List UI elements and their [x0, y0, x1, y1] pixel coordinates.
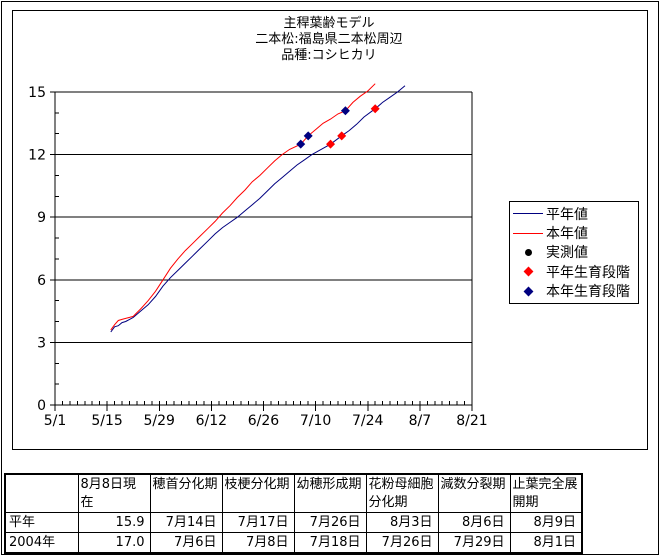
table-cell: 7月6日	[149, 532, 223, 554]
legend-dot-icon	[510, 248, 546, 256]
table-header-cell: 8月8日現在	[77, 473, 151, 513]
x-tick-label: 5/15	[91, 413, 122, 429]
chart-title: 主稈葉齢モデル 二本松:福島県二本松周辺 品種:コシヒカリ	[12, 16, 646, 64]
marker-平年生育段階	[326, 139, 336, 149]
y-tick-label: 15	[28, 85, 46, 101]
table-row: 2004年 17.0 7月6日 7月8日 7月18日 7月26日 7月29日 8月1日	[4, 532, 583, 554]
table-cell: 7月17日	[221, 512, 295, 533]
legend-label: 実測値	[546, 245, 588, 262]
table-cell: 7月8日	[221, 532, 295, 554]
y-tick-label: 9	[37, 210, 46, 226]
x-tick-label: 6/26	[248, 413, 280, 429]
table-header-cell: 幼穂形成期	[293, 473, 367, 513]
legend-line-icon	[510, 232, 546, 234]
x-tick-label: 8/21	[456, 413, 487, 429]
marker-本年生育段階	[303, 131, 313, 141]
table-cell: 7月26日	[365, 532, 439, 554]
y-tick-label: 0	[37, 398, 46, 414]
chart-title-line1: 主稈葉齢モデル	[283, 16, 375, 31]
series-line-平年値	[110, 85, 406, 333]
y-tick-label: 6	[37, 273, 46, 289]
x-tick-label: 5/1	[44, 413, 67, 429]
legend-item: 平年値	[510, 204, 638, 223]
table-row-label: 平年	[4, 512, 79, 533]
table-header-cell: 枝梗分化期	[221, 473, 295, 513]
marker-平年生育段階	[370, 104, 380, 114]
table-cell: 8月3日	[365, 512, 439, 533]
table-row-label: 2004年	[4, 532, 79, 554]
legend-item: 本年生育段階	[510, 282, 638, 301]
x-tick-label: 7/10	[300, 413, 331, 429]
y-tick-label: 3	[37, 335, 46, 351]
x-tick-label: 7/24	[352, 413, 384, 429]
growth-stage-table: 8月8日現在 穂首分化期 枝梗分化期 幼穂形成期 花粉母細胞分化期 減数分裂期 止葉完全展開…	[4, 473, 583, 554]
table-header-cell: 止葉完全展開期	[509, 473, 583, 513]
table-cell: 8月6日	[437, 512, 511, 533]
plot-area: 0 3 6 9 12 15 5/1 5/15 5/29 6/12 6/26 7/10 7/24 8/7 8/…	[28, 83, 488, 429]
table-cell: 15.9	[77, 512, 151, 533]
legend-item: 本年値	[510, 224, 638, 243]
legend-label: 本年生育段階	[546, 284, 630, 301]
legend-diamond-icon	[510, 286, 546, 297]
table-cell: 7月29日	[437, 532, 511, 554]
table-cell: 7月26日	[293, 512, 367, 533]
legend-label: 本年値	[546, 226, 588, 243]
legend-label: 平年値	[546, 206, 588, 223]
legend-line-icon	[510, 213, 546, 215]
marker-平年生育段階	[337, 131, 347, 141]
legend-item: 平年生育段階	[510, 262, 638, 281]
table-header-cell: 穂首分化期	[149, 473, 223, 513]
table-header-cell	[4, 473, 79, 513]
table-row: 平年 15.9 7月14日 7月17日 7月26日 8月3日 8月6日 8月9日	[4, 512, 583, 533]
x-tick-label: 8/7	[409, 413, 432, 429]
y-tick-label: 12	[28, 148, 46, 164]
chart-title-line2: 二本松:福島県二本松周辺	[255, 32, 403, 47]
table-header-cell: 花粉母細胞分化期	[365, 473, 439, 513]
table-cell: 8月1日	[509, 532, 583, 554]
marker-本年生育段階	[296, 139, 306, 149]
table-cell: 7月14日	[149, 512, 223, 533]
legend-label: 平年生育段階	[546, 264, 630, 281]
chart-title-line3: 品種:コシヒカリ	[281, 48, 377, 63]
legend-diamond-icon	[510, 266, 546, 277]
table-header-cell: 減数分裂期	[437, 473, 511, 513]
marker-本年生育段階	[340, 106, 350, 116]
x-tick-label: 6/12	[196, 413, 227, 429]
legend-item: 実測値	[510, 243, 638, 262]
table-cell: 7月18日	[293, 532, 367, 554]
series-line-本年値	[110, 83, 376, 331]
table-cell: 8月9日	[509, 512, 583, 533]
table-cell: 17.0	[77, 532, 151, 554]
x-tick-label: 5/29	[144, 413, 175, 429]
table-header-row: 8月8日現在 穂首分化期 枝梗分化期 幼穂形成期 花粉母細胞分化期 減数分裂期 止葉完全展開…	[4, 473, 583, 513]
chart-legend: 平年値本年値実測値平年生育段階 本年生育段階	[509, 201, 639, 304]
